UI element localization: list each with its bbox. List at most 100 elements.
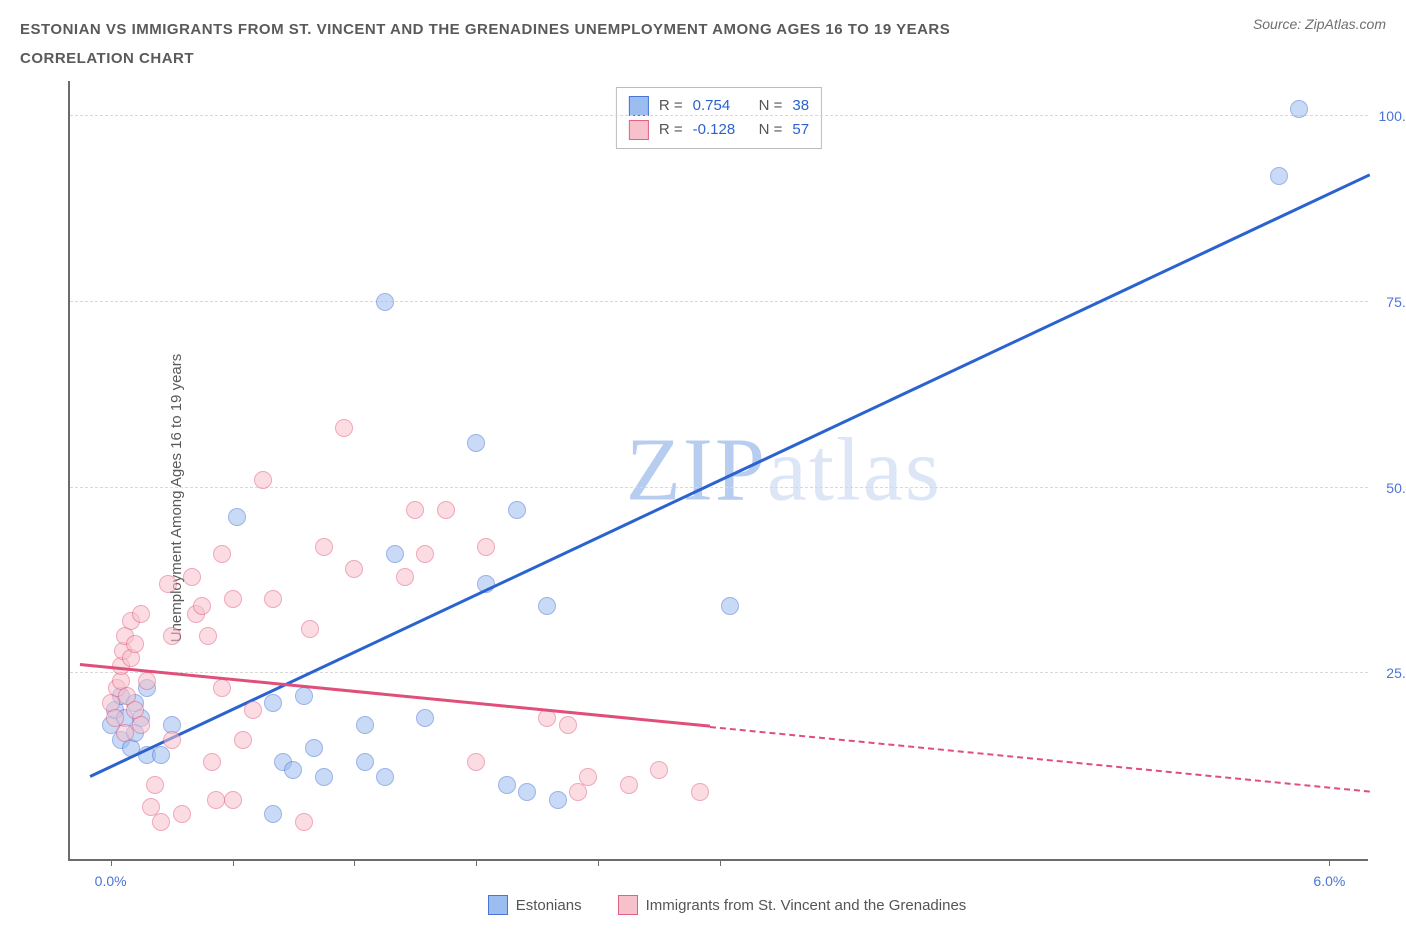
r-value: -0.128 (693, 118, 749, 142)
data-point (264, 694, 282, 712)
data-point (335, 419, 353, 437)
data-point (396, 568, 414, 586)
data-point (244, 701, 262, 719)
x-tick (476, 859, 477, 866)
title-line-2: CORRELATION CHART (20, 50, 194, 67)
data-point (406, 501, 424, 519)
trend-line (710, 726, 1370, 793)
data-point (234, 731, 252, 749)
data-point (467, 753, 485, 771)
data-point (386, 545, 404, 563)
data-point (549, 791, 567, 809)
data-point (193, 597, 211, 615)
x-tick (598, 859, 599, 866)
data-point (1270, 167, 1288, 185)
data-point (315, 538, 333, 556)
data-point (163, 627, 181, 645)
gridline (70, 115, 1368, 116)
data-point (416, 709, 434, 727)
source-attribution: Source: ZipAtlas.com (1253, 16, 1386, 32)
data-point (650, 761, 668, 779)
data-point (518, 783, 536, 801)
data-point (477, 538, 495, 556)
stats-row: R = -0.128 N = 57 (629, 118, 809, 142)
data-point (284, 761, 302, 779)
data-point (138, 672, 156, 690)
data-point (173, 805, 191, 823)
data-point (224, 590, 242, 608)
data-point (295, 687, 313, 705)
data-point (508, 501, 526, 519)
data-point (579, 768, 597, 786)
data-point (203, 753, 221, 771)
x-tick-label: 0.0% (95, 873, 127, 889)
data-point (116, 724, 134, 742)
title-line-1: ESTONIAN VS IMMIGRANTS FROM ST. VINCENT … (20, 21, 950, 38)
y-tick-label: 100.0% (1379, 108, 1406, 124)
chart-title: ESTONIAN VS IMMIGRANTS FROM ST. VINCENT … (20, 16, 950, 73)
data-point (254, 471, 272, 489)
data-point (416, 545, 434, 563)
y-tick-label: 25.0% (1386, 665, 1406, 681)
legend-item-immigrants: Immigrants from St. Vincent and the Gren… (618, 895, 967, 915)
data-point (199, 627, 217, 645)
data-point (301, 620, 319, 638)
swatch-icon (629, 96, 649, 116)
data-point (159, 575, 177, 593)
x-tick (1329, 859, 1330, 866)
swatch-icon (629, 120, 649, 140)
data-point (264, 590, 282, 608)
n-label: N = (759, 118, 783, 142)
data-point (1290, 100, 1308, 118)
data-point (437, 501, 455, 519)
data-point (146, 776, 164, 794)
legend-label: Immigrants from St. Vincent and the Gren… (646, 897, 967, 914)
legend-item-estonians: Estonians (488, 895, 582, 915)
data-point (126, 635, 144, 653)
data-point (376, 293, 394, 311)
data-point (224, 791, 242, 809)
y-tick-label: 50.0% (1386, 480, 1406, 496)
watermark: ZIPatlas (626, 419, 942, 522)
data-point (721, 597, 739, 615)
correlation-stats-box: R =0.754N =38R =-0.128N =57 (616, 87, 822, 149)
gridline (70, 301, 1368, 302)
data-point (559, 716, 577, 734)
legend: Estonians Immigrants from St. Vincent an… (68, 895, 1386, 915)
legend-swatch-icon (488, 895, 508, 915)
data-point (467, 434, 485, 452)
data-point (345, 560, 363, 578)
data-point (163, 731, 181, 749)
x-tick (354, 859, 355, 866)
data-point (356, 753, 374, 771)
data-point (305, 739, 323, 757)
r-label: R = (659, 118, 683, 142)
data-point (620, 776, 638, 794)
chart-container: Unemployment Among Ages 16 to 19 years Z… (68, 81, 1386, 915)
legend-swatch-icon (618, 895, 638, 915)
data-point (213, 679, 231, 697)
data-point (315, 768, 333, 786)
data-point (183, 568, 201, 586)
trend-line (90, 173, 1371, 777)
data-point (538, 597, 556, 615)
y-tick-label: 75.0% (1386, 294, 1406, 310)
data-point (569, 783, 587, 801)
n-value: 57 (792, 118, 809, 142)
x-tick (111, 859, 112, 866)
x-tick-label: 6.0% (1313, 873, 1345, 889)
x-tick (720, 859, 721, 866)
data-point (295, 813, 313, 831)
data-point (152, 813, 170, 831)
data-point (498, 776, 516, 794)
data-point (356, 716, 374, 734)
data-point (213, 545, 231, 563)
data-point (264, 805, 282, 823)
legend-label: Estonians (516, 897, 582, 914)
data-point (691, 783, 709, 801)
data-point (132, 605, 150, 623)
gridline (70, 672, 1368, 673)
data-point (132, 716, 150, 734)
data-point (376, 768, 394, 786)
data-point (228, 508, 246, 526)
